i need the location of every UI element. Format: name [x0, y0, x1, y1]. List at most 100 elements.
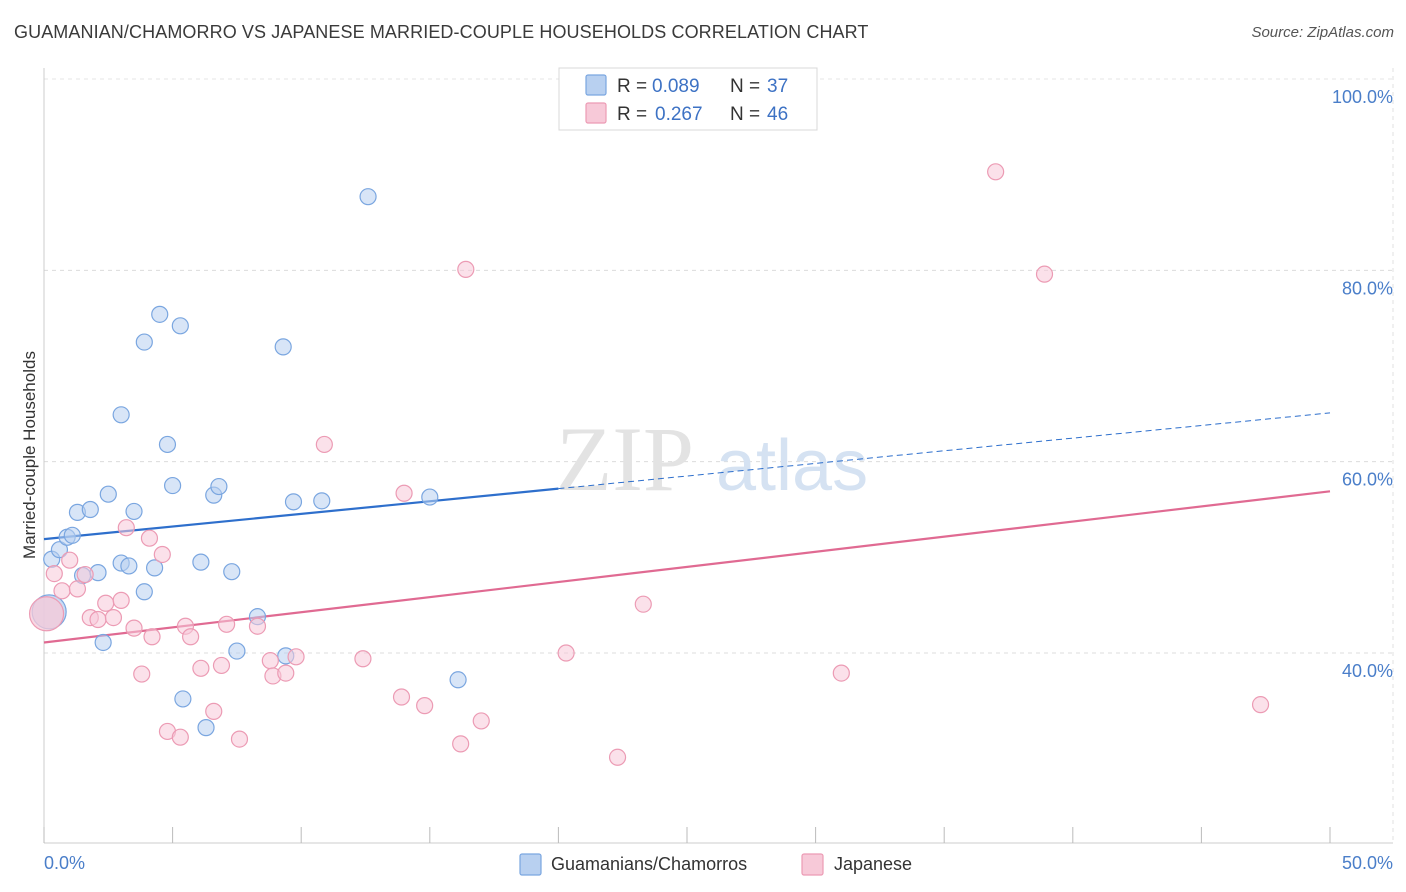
data-points	[28, 163, 1270, 766]
point-japanese-23	[218, 615, 236, 633]
point-guamanian-11	[120, 557, 138, 575]
point-japanese-39	[608, 748, 627, 766]
point-japanese-32	[392, 688, 411, 706]
legend-r-label-guamanian: R =	[617, 76, 647, 97]
point-japanese-14	[143, 628, 161, 646]
point-japanese-45	[28, 596, 65, 632]
point-japanese-36	[457, 260, 475, 278]
chart-title: GUAMANIAN/CHAMORRO VS JAPANESE MARRIED-C…	[14, 22, 869, 42]
point-japanese-4	[76, 565, 94, 584]
legend-n-label-guamanian: N =	[730, 76, 760, 97]
point-guamanian-15	[145, 559, 164, 577]
point-japanese-11	[125, 619, 143, 637]
point-guamanian-28	[274, 338, 292, 356]
point-japanese-8	[104, 609, 123, 627]
watermark-zip: ZIP	[556, 408, 694, 510]
point-japanese-37	[472, 712, 490, 730]
point-guamanian-14	[135, 333, 153, 351]
point-japanese-1	[53, 582, 71, 600]
point-japanese-22	[212, 656, 231, 675]
point-guamanian-19	[171, 317, 189, 335]
x-tick-label-max: 50.0%	[1342, 853, 1393, 873]
point-japanese-28	[277, 664, 295, 682]
watermark: ZIP atlas	[556, 408, 868, 510]
point-japanese-43	[1035, 265, 1054, 283]
point-japanese-15	[153, 545, 171, 564]
point-guamanian-8	[99, 485, 117, 503]
legend-r-value-guamanian: 0.089	[652, 76, 700, 97]
point-guamanian-30	[284, 493, 303, 511]
point-guamanian-13	[135, 583, 153, 601]
point-japanese-29	[287, 648, 305, 666]
point-guamanian-32	[359, 188, 377, 206]
point-guamanian-33	[421, 488, 439, 506]
point-guamanian-16	[151, 305, 169, 323]
y-tick-label-40: 40.0%	[1342, 661, 1393, 681]
point-guamanian-10	[112, 406, 130, 424]
point-guamanian-34	[449, 671, 467, 689]
point-japanese-17	[171, 728, 189, 746]
point-guamanian-25	[223, 563, 241, 581]
point-japanese-41	[832, 664, 850, 682]
legend-n-value-guamanian: 37	[767, 76, 788, 97]
y-tick-label-80: 80.0%	[1342, 278, 1393, 298]
bottom-legend-label-guamanian: Guamanians/Chamorros	[551, 854, 747, 874]
point-japanese-12	[133, 665, 151, 683]
legend-r-label-japanese: R =	[617, 104, 647, 125]
point-guamanian-31	[313, 492, 331, 510]
point-japanese-40	[634, 595, 652, 613]
point-japanese-13	[140, 529, 159, 547]
series-legend: Guamanians/Chamorros Japanese	[519, 853, 912, 876]
point-guamanian-12	[125, 502, 143, 521]
point-guamanian-26	[228, 642, 246, 660]
y-tick-label-60: 60.0%	[1342, 470, 1393, 490]
point-guamanian-22	[197, 719, 215, 737]
bottom-legend-swatch-guamanian	[519, 853, 542, 876]
legend-swatch-japanese	[585, 102, 607, 124]
point-japanese-34	[416, 697, 434, 715]
legend-r-value-japanese: 0.267	[655, 104, 703, 125]
point-japanese-3	[68, 580, 87, 598]
point-japanese-30	[315, 435, 333, 454]
point-japanese-38	[557, 644, 575, 662]
point-japanese-44	[1251, 696, 1270, 714]
point-guamanian-18	[164, 476, 182, 495]
point-guamanian-1	[50, 541, 69, 559]
legend-n-value-japanese: 46	[767, 104, 788, 125]
legend-n-label-japanese: N =	[730, 104, 760, 125]
point-japanese-10	[117, 519, 135, 537]
point-japanese-6	[89, 610, 107, 629]
point-japanese-24	[230, 730, 249, 748]
point-guamanian-17	[158, 435, 177, 454]
source-label: Source: ZipAtlas.com	[1251, 24, 1394, 41]
y-tick-label-100: 100.0%	[1332, 87, 1393, 107]
point-guamanian-20	[174, 690, 192, 708]
legend-swatch-guamanian	[585, 74, 607, 96]
y-tick-labels: 40.0% 60.0% 80.0% 100.0%	[1332, 87, 1393, 681]
point-japanese-21	[205, 702, 223, 720]
point-guamanian-6	[81, 500, 99, 519]
point-japanese-9	[112, 591, 130, 609]
axes	[43, 68, 1394, 844]
point-guamanian-35	[94, 633, 112, 652]
point-japanese-19	[182, 628, 200, 646]
stats-legend: R = 0.089 N = 37 R = 0.267 N = 46	[558, 67, 818, 131]
point-japanese-2	[61, 551, 79, 569]
point-japanese-0	[45, 564, 63, 583]
point-japanese-25	[248, 617, 267, 635]
point-guamanian-24	[210, 477, 228, 496]
x-tick-label-min: 0.0%	[44, 853, 85, 873]
point-japanese-7	[97, 594, 115, 612]
point-japanese-42	[987, 163, 1005, 181]
point-japanese-26	[261, 652, 279, 670]
bottom-legend-label-japanese: Japanese	[834, 854, 912, 874]
gridlines	[44, 78, 1393, 654]
bottom-legend-swatch-japanese	[801, 853, 824, 876]
point-japanese-31	[354, 650, 372, 668]
point-japanese-20	[192, 659, 210, 677]
point-guamanian-3	[63, 526, 81, 544]
y-axis-title: Married-couple Households	[20, 351, 39, 559]
point-guamanian-21	[192, 553, 210, 571]
point-japanese-33	[395, 484, 413, 502]
